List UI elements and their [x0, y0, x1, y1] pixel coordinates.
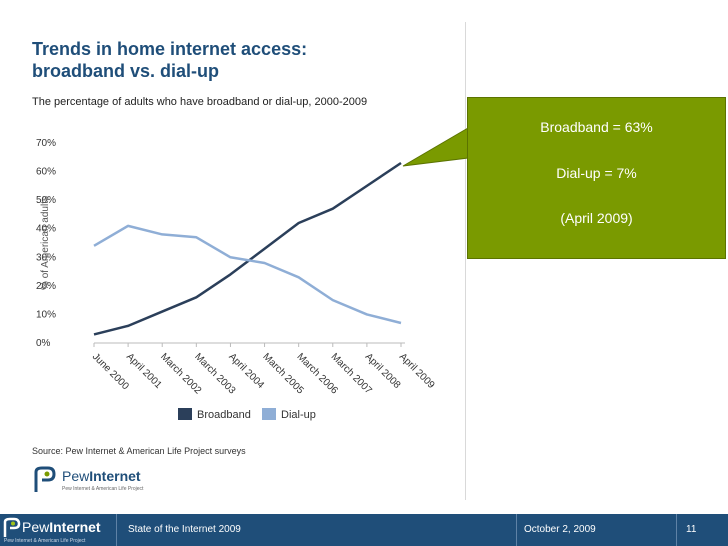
pew-logo-icon [34, 466, 56, 492]
y-tick-label: 20% [36, 281, 56, 292]
chart-title: Trends in home internet access: broadban… [32, 38, 307, 82]
footer-logo: PewInternet Pew Internet & American Life… [0, 514, 110, 546]
y-tick-label: 10% [36, 309, 56, 320]
legend-label: Broadband [197, 409, 251, 421]
footer-date: October 2, 2009 [524, 524, 596, 535]
chart-image-panel: Trends in home internet access: broadban… [18, 22, 466, 500]
legend-label: Dial-up [281, 409, 316, 421]
callout-date: (April 2009) [560, 210, 633, 226]
y-tick-label: 0% [36, 338, 51, 349]
footer-page-number: 11 [686, 524, 697, 535]
legend-swatch [262, 408, 276, 420]
pew-internet-logo: PewInternet Pew Internet & American Life… [32, 464, 172, 500]
footer-bar: PewInternet Pew Internet & American Life… [0, 514, 728, 546]
footer-logo-tagline: Pew Internet & American Life Project [4, 538, 86, 544]
series-line-dial-up [93, 224, 402, 325]
x-tick-label: April 2009 [397, 351, 437, 391]
footer-presentation-title: State of the Internet 2009 [128, 524, 241, 535]
x-tick-label: April 2001 [124, 351, 164, 391]
y-tick-label: 30% [36, 252, 56, 263]
y-axis-label: % of American adults [40, 196, 51, 290]
pew-logo-wordmark: PewInternet [62, 468, 141, 484]
pew-logo-tagline: Pew Internet & American Life Project [62, 486, 144, 492]
chart-subtitle: The percentage of adults who have broadb… [32, 96, 368, 108]
y-tick-label: 40% [36, 224, 56, 235]
callout-box: Broadband = 63% Dial-up = 7% (April 2009… [467, 97, 726, 259]
callout-broadband: Broadband = 63% [540, 119, 653, 135]
callout-dialup: Dial-up = 7% [556, 165, 637, 181]
y-tick-label: 60% [36, 167, 56, 178]
chart-title-line2: broadband vs. dial-up [32, 61, 220, 81]
footer-logo-wordmark: PewInternet [22, 519, 101, 535]
footer-logo-icon [3, 517, 21, 537]
source-note: Source: Pew Internet & American Life Pro… [32, 446, 246, 456]
legend-swatch [178, 408, 192, 420]
series-line-broadband [93, 161, 402, 336]
footer-divider [516, 514, 517, 546]
footer-divider [116, 514, 117, 546]
y-tick-label: 50% [36, 195, 56, 206]
line-chart: 0% 10% 20% 30% 40% 50% 60% 70% % of American adu… [36, 138, 437, 421]
chart-title-line1: Trends in home internet access: [32, 39, 308, 59]
footer-divider [676, 514, 677, 546]
y-tick-label: 70% [36, 138, 56, 149]
